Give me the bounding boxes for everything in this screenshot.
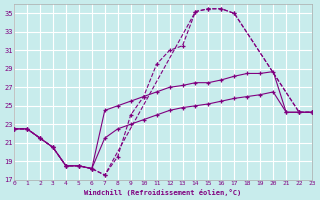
X-axis label: Windchill (Refroidissement éolien,°C): Windchill (Refroidissement éolien,°C) — [84, 189, 242, 196]
